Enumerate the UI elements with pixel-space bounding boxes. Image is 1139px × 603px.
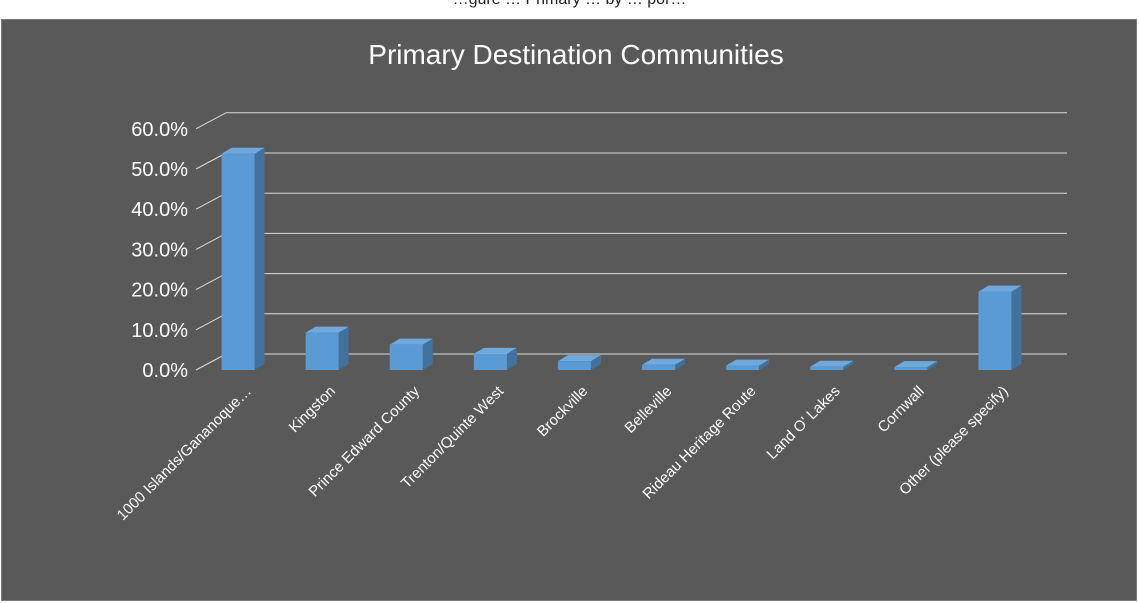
bar (221, 147, 265, 370)
y-tick-label: 30.0% (131, 239, 188, 261)
y-tick-label: 20.0% (131, 280, 188, 302)
bar-top (473, 347, 517, 354)
bar-front (557, 361, 591, 370)
category-label: Land O' Lakes (763, 383, 843, 463)
gridline-diagonal (195, 273, 227, 291)
bar-front (473, 353, 507, 370)
bar-side (759, 359, 770, 370)
y-tick-label: 50.0% (131, 159, 188, 181)
gridline-diagonal (195, 313, 227, 331)
bar-side (506, 347, 517, 370)
category-label: Kingston (286, 383, 339, 436)
bar-front (894, 367, 928, 370)
bar-front (221, 153, 255, 370)
bar-side (927, 361, 938, 370)
category-label: Belleville (621, 383, 675, 437)
bar (473, 347, 517, 370)
bar-side (254, 147, 265, 370)
bar-side (338, 326, 349, 370)
category-label: 1000 Islands/Gananoque… (114, 383, 255, 524)
bar-top (305, 326, 349, 333)
category-label: Cornwall (874, 383, 927, 436)
bar-top (810, 360, 854, 367)
y-tick-label: 10.0% (131, 320, 188, 342)
top-caption-text: …gure … Primary … by … por… (0, 0, 1139, 9)
chart-title: Primary Destination Communities (368, 39, 783, 70)
bar-top (221, 147, 265, 154)
gridline-diagonal (195, 112, 227, 130)
grid-layer (195, 112, 1067, 371)
chart-frame: Primary Destination Communities 0.0% 10.0… (1, 19, 1137, 601)
y-tick-label: 40.0% (131, 199, 188, 221)
bar (389, 338, 433, 370)
bar-top (726, 359, 770, 366)
bar (894, 361, 938, 370)
y-tick-label: 0.0% (142, 360, 188, 382)
y-tick-label: 60.0% (131, 119, 188, 141)
bar-side (590, 355, 601, 370)
bar-front (726, 365, 760, 370)
bar-side (843, 360, 854, 370)
gridline-diagonal (195, 232, 227, 250)
bar-top (557, 355, 601, 362)
bar-side (422, 338, 433, 370)
bar-front (810, 366, 844, 370)
bar-front (389, 344, 423, 370)
bar (642, 358, 686, 370)
bar-top (978, 285, 1022, 292)
bar-side (675, 358, 686, 370)
bar (305, 326, 349, 370)
bar-front (978, 291, 1012, 370)
gridline-diagonal (195, 353, 227, 371)
bar (557, 355, 601, 370)
gridline-diagonal (195, 152, 227, 170)
top-caption-strip: …gure … Primary … by … por… (0, 0, 1139, 19)
bar (810, 360, 854, 370)
bar-side (1011, 285, 1022, 370)
bar-top (894, 361, 938, 368)
category-label: Brockville (534, 383, 591, 440)
chart-svg: Primary Destination Communities 0.0% 10.0… (114, 39, 1067, 524)
bar-front (305, 332, 339, 370)
bar-top (389, 338, 433, 345)
gridline-diagonal (195, 192, 227, 210)
bar-top (642, 358, 686, 365)
y-axis-tick-labels: 0.0% 10.0% 20.0% 30.0% 40.0% 50.0% 60.0% (131, 119, 188, 382)
bar (978, 285, 1022, 370)
bar-front (642, 364, 676, 370)
bar-layer (221, 147, 1022, 370)
bar (726, 359, 770, 370)
